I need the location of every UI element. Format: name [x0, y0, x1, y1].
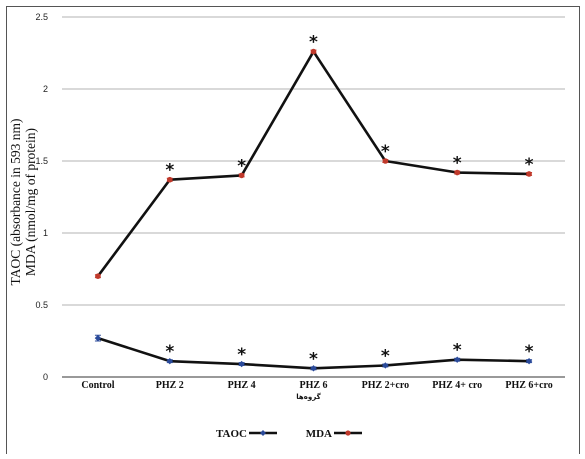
significance-star: *: [453, 154, 462, 174]
legend-marker-mda: [345, 430, 351, 436]
significance-star: *: [237, 345, 246, 365]
significance-star: *: [381, 142, 390, 162]
label-layer: 0 0.5 1 1.5 2 2.5 Control PHZ 2 PHZ 4 PHZ 6 PHZ 2+…: [8, 12, 553, 401]
x-tick-label: PHZ 4: [228, 380, 256, 391]
x-axis-label: گروه‌ها: [296, 392, 321, 401]
y-tick-label: 0.5: [35, 300, 48, 310]
data-point-mda: [95, 273, 101, 280]
data-point-mda: [454, 169, 461, 176]
data-point-mda: [382, 158, 389, 164]
x-tick-label: PHZ 6+cro: [505, 380, 552, 391]
legend-label-taoc: TAOC: [216, 428, 247, 440]
data-point-mda: [238, 172, 245, 179]
x-tick-label: PHZ 2+cro: [362, 380, 409, 391]
data-point-taoc: [382, 362, 389, 369]
significance-layer: * * * * * * * * * * * *: [165, 33, 533, 370]
data-point-taoc: [94, 334, 102, 342]
significance-star: *: [309, 33, 318, 53]
legend-marker-taoc: [260, 430, 266, 436]
significance-star: *: [309, 349, 318, 369]
data-point-taoc: [166, 357, 173, 365]
x-tick-label: PHZ 4+ cro: [432, 380, 482, 391]
gridlines: [62, 16, 565, 306]
y-axis-label: MDA (nmol/mg of protein): [23, 128, 38, 276]
y-tick-label: 2: [43, 84, 48, 94]
data-point-mda: [526, 171, 532, 177]
chart-frame: [6, 6, 580, 454]
y-tick-label: 1: [43, 228, 48, 238]
y-tick-label: 1.5: [35, 156, 48, 166]
data-point-taoc: [238, 360, 245, 368]
significance-star: *: [525, 342, 534, 362]
data-point-mda: [310, 48, 317, 55]
significance-star: *: [237, 156, 246, 176]
y-tick-label: 2.5: [35, 12, 48, 22]
data-point-taoc: [310, 365, 317, 372]
legend-label-mda: MDA: [306, 428, 332, 440]
significance-star: *: [165, 342, 174, 362]
significance-star: *: [525, 155, 534, 175]
data-point-mda: [166, 176, 173, 183]
y-tick-label: 0: [43, 372, 48, 382]
x-tick-label: PHZ 6: [299, 380, 327, 391]
x-tick-label: Control: [81, 380, 114, 391]
significance-star: *: [381, 346, 390, 366]
legend: TAOC MDA: [216, 428, 362, 440]
y-axis-label: TAOC (absorbance in 593 nm): [8, 119, 23, 286]
data-point-taoc: [525, 357, 533, 365]
series-layer: [94, 48, 533, 372]
significance-star: *: [453, 341, 462, 361]
series-line-mda: [96, 50, 530, 277]
x-tick-label: PHZ 2: [156, 380, 184, 391]
data-point-taoc: [454, 356, 461, 363]
significance-star: *: [165, 161, 174, 181]
